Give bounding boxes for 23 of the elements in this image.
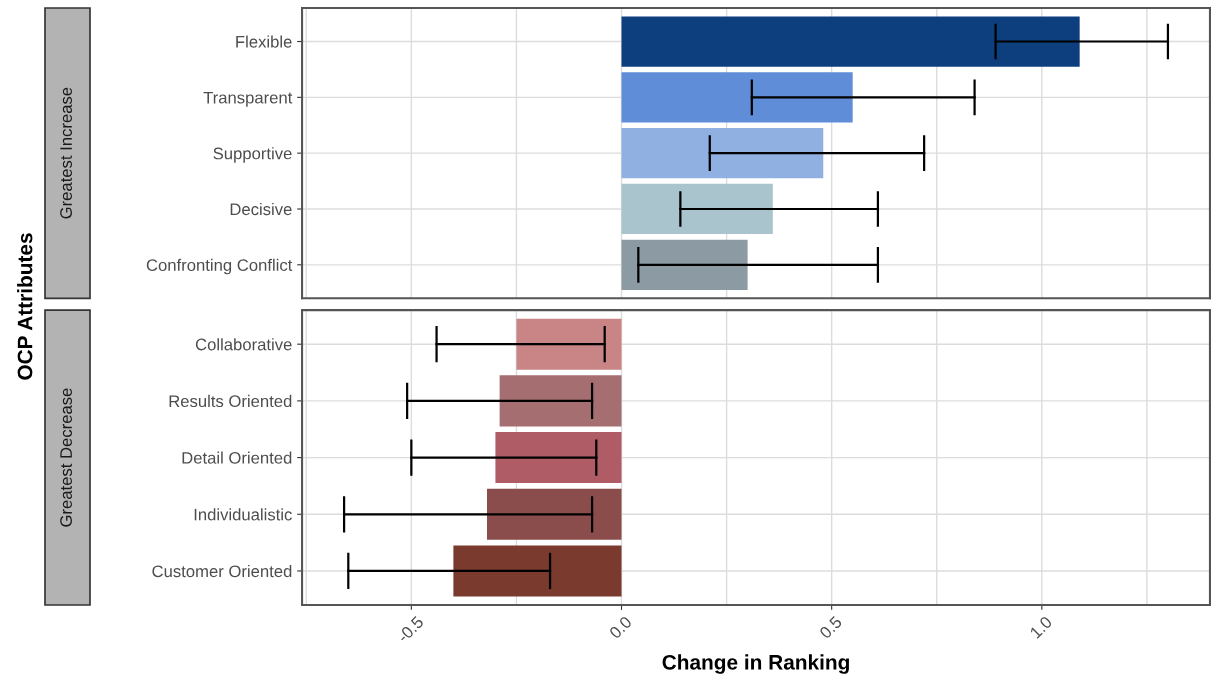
y-tick-label: Collaborative [195, 338, 292, 351]
x-tick-label: 1.0 [1029, 615, 1053, 639]
y-tick-label: Supportive [213, 147, 292, 163]
y-tick-label: Flexible [236, 35, 292, 48]
bar [621, 16, 1080, 67]
text: Greatest Decrease [60, 388, 72, 527]
bar [621, 239, 748, 290]
bar [621, 128, 824, 179]
x-tick-label: 0.5 [818, 615, 843, 640]
y-tick-label: Confronting Conflict [146, 258, 293, 275]
x-tick-label: -0.5 [396, 615, 425, 644]
y-tick-label: Customer Oriented [152, 564, 292, 578]
x-tick-label: 0.0 [608, 615, 633, 640]
bar [621, 72, 853, 123]
bar [621, 183, 773, 235]
y-tick-label: Individualistic [194, 508, 292, 521]
y-tick-label: Decisive [230, 202, 292, 216]
y-tick-label: Detail Oriented [182, 451, 292, 464]
y-tick-label: Results Oriented [169, 394, 292, 408]
y-axis-title: OCP Attributes [17, 233, 33, 380]
x-axis-title: Change in Ranking [662, 654, 849, 674]
text: Greatest Increase [60, 87, 72, 219]
y-tick-label: Transparent [203, 91, 293, 107]
